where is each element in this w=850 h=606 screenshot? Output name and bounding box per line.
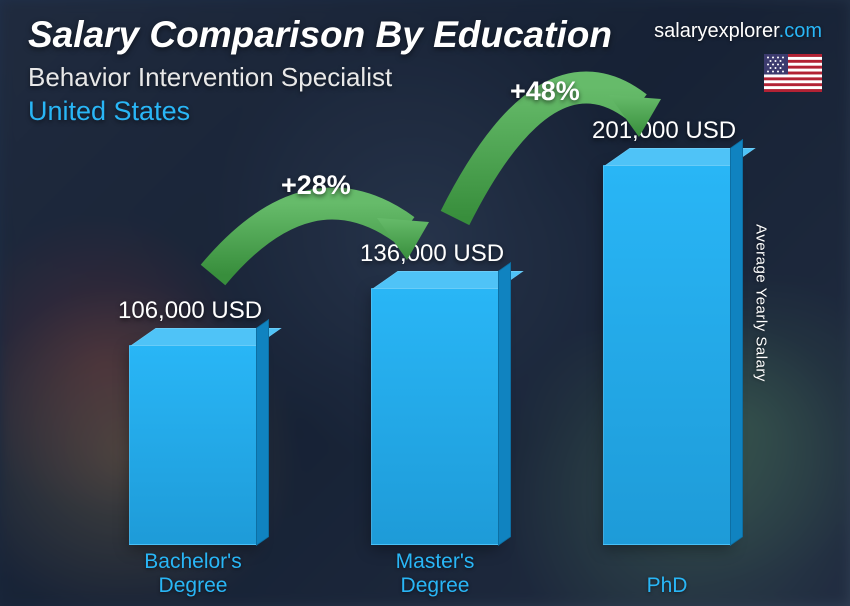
growth-arrow-1 [0,0,850,606]
content-layer: Salary Comparison By Education Behavior … [0,0,850,606]
growth-arrow-label-1: +48% [510,76,580,107]
